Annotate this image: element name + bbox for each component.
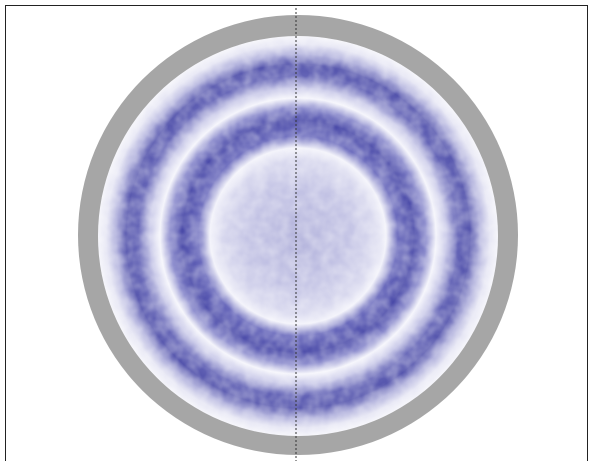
heatmap-texture (98, 36, 498, 436)
noise-overlay (98, 36, 498, 436)
frame-border (5, 5, 588, 461)
